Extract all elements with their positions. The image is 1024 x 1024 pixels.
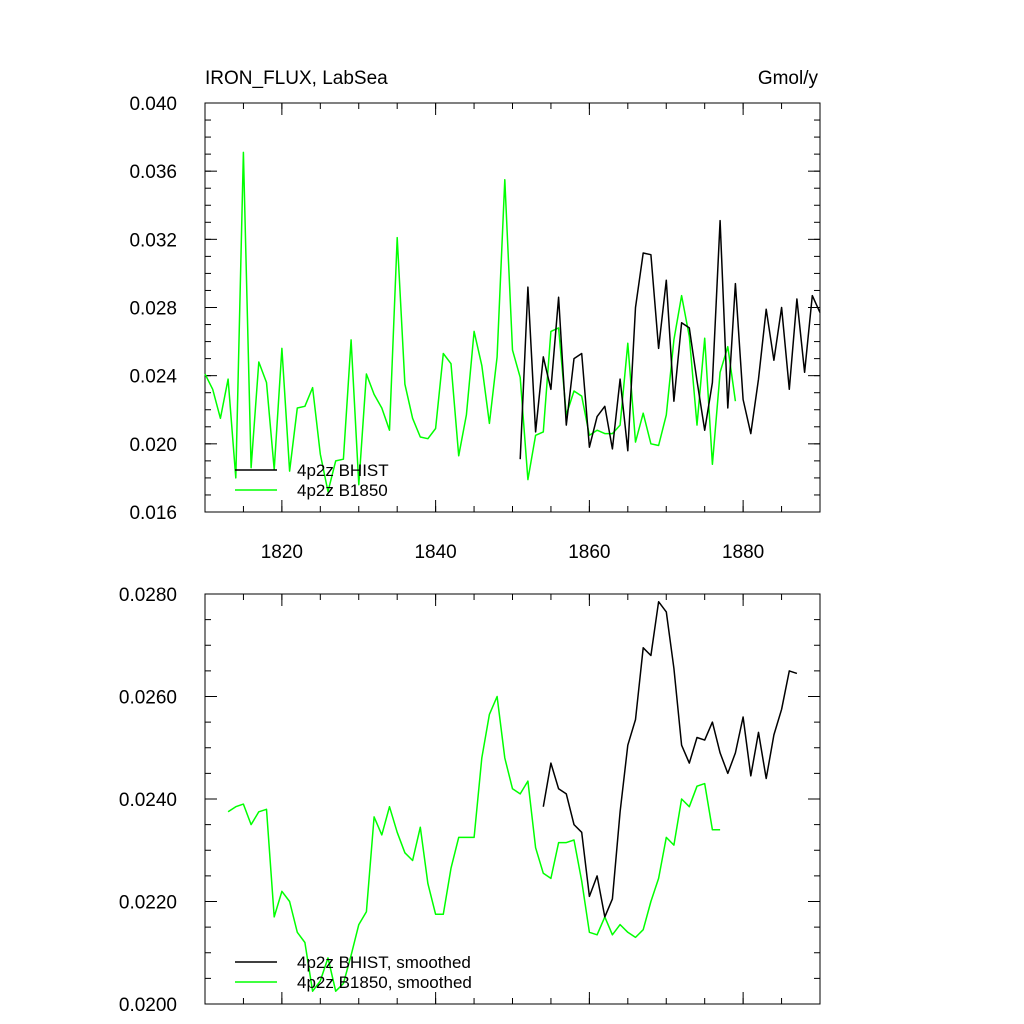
y-tick-label: 0.0220: [119, 893, 177, 914]
y-tick-label: 0.0260: [119, 688, 177, 709]
top-panel: 0.016 0.020 0.024 0.028 0.032 0.036 0.040 1820 1…: [129, 68, 821, 563]
series-line-0: [542, 600, 798, 918]
y-tick-label: 0.028: [129, 299, 177, 320]
legend-label: 4p2z BHIST: [297, 461, 389, 480]
series-line-1: [204, 151, 737, 493]
legend-label: 4p2z B1850, smoothed: [297, 973, 472, 992]
x-tick-label: 1840: [414, 542, 456, 563]
plot-frame: [204, 593, 821, 1005]
y-tick-label: 0.020: [129, 435, 177, 456]
x-tick-label: 1880: [722, 542, 764, 563]
x-tick-label: 1820: [261, 542, 303, 563]
bottom-panel: 0.0200 0.0220 0.0240 0.0260 0.0280 4p2z BHIST…: [119, 585, 821, 1016]
plot-frame: [204, 102, 821, 513]
y-tick-label: 0.0240: [119, 790, 177, 811]
chart-units: Gmol/y: [758, 68, 819, 89]
series-line-1: [227, 695, 721, 992]
legend-label: 4p2z B1850: [297, 481, 388, 500]
y-tick-label: 0.040: [129, 94, 177, 115]
chart-title: IRON_FLUX, LabSea: [205, 68, 388, 89]
y-tick-label: 0.0280: [119, 585, 177, 606]
y-tick-label: 0.032: [129, 230, 177, 251]
x-tick-label: 1860: [568, 542, 610, 563]
y-tick-label: 0.024: [129, 367, 177, 388]
y-tick-label: 0.016: [129, 503, 177, 524]
y-tick-label: 0.036: [129, 162, 177, 183]
series-line-0: [519, 219, 821, 460]
y-tick-label: 0.0200: [119, 995, 177, 1016]
legend-label: 4p2z BHIST, smoothed: [297, 953, 471, 972]
